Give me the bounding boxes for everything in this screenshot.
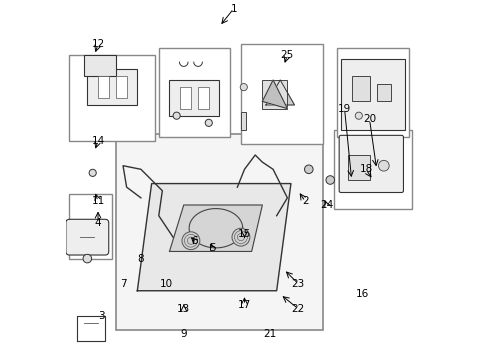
Circle shape: [173, 112, 180, 119]
Bar: [241, 112, 246, 130]
Bar: [169, 80, 219, 116]
Bar: [347, 155, 369, 180]
Bar: [241, 44, 323, 144]
Circle shape: [240, 84, 247, 91]
Circle shape: [231, 228, 249, 246]
Bar: [180, 87, 190, 109]
Text: 16: 16: [355, 289, 368, 299]
FancyBboxPatch shape: [66, 219, 108, 255]
Text: 13: 13: [177, 303, 190, 314]
Text: 15: 15: [237, 229, 251, 239]
Text: 7: 7: [120, 279, 126, 289]
Bar: [262, 80, 287, 109]
Bar: [83, 55, 116, 76]
FancyBboxPatch shape: [339, 135, 403, 193]
Bar: [116, 134, 323, 330]
Bar: [351, 76, 369, 102]
Text: 24: 24: [319, 200, 333, 210]
Text: 20: 20: [362, 114, 375, 124]
Bar: [376, 84, 390, 102]
Bar: [159, 48, 230, 137]
Circle shape: [89, 169, 96, 176]
Bar: [116, 76, 126, 98]
Text: 10: 10: [159, 279, 172, 289]
Text: 9: 9: [180, 329, 187, 339]
Polygon shape: [169, 205, 262, 251]
Bar: [340, 59, 405, 130]
Bar: [337, 48, 408, 137]
Text: 25: 25: [280, 50, 293, 60]
Text: 23: 23: [291, 279, 304, 289]
Text: 3: 3: [98, 311, 105, 321]
Text: 19: 19: [337, 104, 350, 113]
Circle shape: [182, 232, 200, 249]
Circle shape: [205, 119, 212, 126]
Text: 22: 22: [291, 303, 304, 314]
Text: 18: 18: [359, 164, 372, 174]
Polygon shape: [265, 80, 294, 105]
Text: 14: 14: [91, 136, 104, 146]
Text: 21: 21: [263, 329, 276, 339]
Text: 17: 17: [237, 300, 251, 310]
Circle shape: [354, 112, 362, 119]
Text: 6: 6: [191, 236, 198, 246]
Circle shape: [325, 176, 334, 184]
Text: 12: 12: [91, 39, 104, 49]
Circle shape: [83, 254, 91, 263]
Bar: [333, 130, 411, 208]
Bar: [69, 55, 155, 141]
Circle shape: [378, 160, 388, 171]
Polygon shape: [262, 80, 287, 109]
Text: 5: 5: [208, 243, 215, 253]
Bar: [69, 194, 112, 258]
Text: 1: 1: [230, 4, 237, 14]
Text: 4: 4: [95, 218, 101, 228]
Text: 8: 8: [137, 253, 144, 264]
Bar: [198, 87, 208, 109]
Bar: [87, 69, 137, 105]
Text: 2: 2: [301, 197, 308, 206]
Polygon shape: [137, 184, 290, 291]
Bar: [98, 76, 108, 98]
Text: 11: 11: [91, 197, 104, 206]
Circle shape: [304, 165, 312, 174]
